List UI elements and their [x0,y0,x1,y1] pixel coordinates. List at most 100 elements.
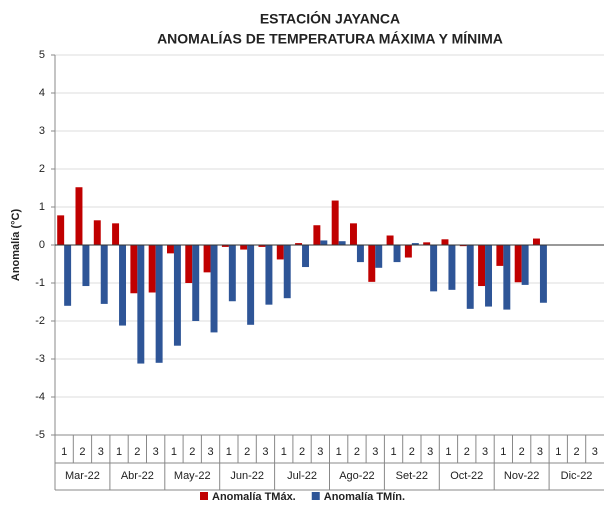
bar [155,245,163,363]
group-label: Nov-22 [504,470,539,482]
y-axis-label: Anomalía (°C) [10,209,22,282]
x-tick-label: 2 [299,446,305,458]
x-tick-label: 2 [573,446,579,458]
bar [166,245,174,254]
x-tick-label: 3 [592,446,598,458]
bar [386,235,394,245]
y-tick-label: -5 [35,429,45,441]
group-label: May-22 [174,470,211,482]
y-tick-label: 0 [39,239,45,251]
x-tick-label: 2 [244,446,250,458]
bar [228,245,236,302]
x-tick-label: 3 [262,446,268,458]
bar [423,242,431,245]
x-tick-label: 1 [500,446,506,458]
bar [185,245,193,283]
group-label: Dic-22 [561,470,593,482]
bar [93,220,101,245]
y-tick-label: 1 [39,201,45,213]
bar [532,238,540,245]
bar [404,245,412,258]
y-tick-label: -3 [35,353,45,365]
x-tick-label: 3 [153,446,159,458]
x-tick-label: 3 [537,446,543,458]
bar [485,245,493,307]
bar [356,245,364,263]
bar [320,240,328,245]
bar [173,245,181,346]
bar [349,223,357,245]
bar [203,245,211,273]
bar [441,239,449,245]
legend-label: Anomalía TMáx. [212,491,296,503]
x-tick-label: 2 [189,446,195,458]
bar [240,245,248,250]
bar [119,245,127,326]
x-tick-label: 1 [171,446,177,458]
x-tick-label: 2 [464,446,470,458]
legend-label: Anomalía TMín. [324,491,405,503]
legend-swatch [200,492,208,500]
bar [75,187,83,245]
group-label: Jun-22 [230,470,264,482]
x-tick-label: 2 [79,446,85,458]
x-tick-label: 3 [317,446,323,458]
bar [302,245,310,268]
x-tick-label: 2 [409,446,415,458]
legend-swatch [311,492,320,500]
bar [192,245,200,321]
bar [283,245,291,299]
x-tick-label: 1 [281,446,287,458]
bar [112,223,120,245]
bar [331,200,339,245]
x-tick-label: 1 [116,446,122,458]
x-tick-label: 3 [427,446,433,458]
x-tick-label: 3 [207,446,213,458]
y-tick-label: -1 [35,277,45,289]
bar [375,245,383,268]
y-tick-label: 4 [39,87,45,99]
bar [478,245,486,287]
bar [258,245,266,247]
bar [496,245,504,266]
group-label: Set-22 [396,470,428,482]
x-tick-label: 3 [372,446,378,458]
chart-title: ESTACIÓN JAYANCA [260,10,400,27]
group-label: Mar-22 [65,470,100,482]
x-tick-label: 2 [519,446,525,458]
bar [276,245,284,260]
bar [210,245,218,333]
x-tick-label: 1 [555,446,561,458]
bar [82,245,90,287]
bar [466,245,474,309]
x-tick-label: 1 [390,446,396,458]
group-label: Jul-22 [287,470,317,482]
bar [503,245,511,310]
bar [459,245,467,247]
group-label: Abr-22 [121,470,154,482]
bar [265,245,273,305]
y-tick-label: 5 [39,49,45,61]
bar [221,245,229,247]
bar [368,245,376,282]
bar [313,225,321,245]
x-tick-label: 1 [61,446,67,458]
bar [247,245,255,325]
x-tick-label: 1 [226,446,232,458]
bar [539,245,547,303]
x-tick-label: 3 [482,446,488,458]
group-label: Ago-22 [339,470,374,482]
x-tick-label: 3 [98,446,104,458]
chart-title: ANOMALÍAS DE TEMPERATURA MÁXIMA Y MÍNIMA [157,31,503,47]
bar [100,245,108,304]
group-label: Oct-22 [450,470,483,482]
y-tick-label: 2 [39,163,45,175]
bar [338,241,346,245]
bar [137,245,145,364]
x-tick-label: 2 [134,446,140,458]
bar [148,245,156,293]
x-tick-label: 1 [336,446,342,458]
bar [448,245,456,290]
y-tick-label: -2 [35,315,45,327]
